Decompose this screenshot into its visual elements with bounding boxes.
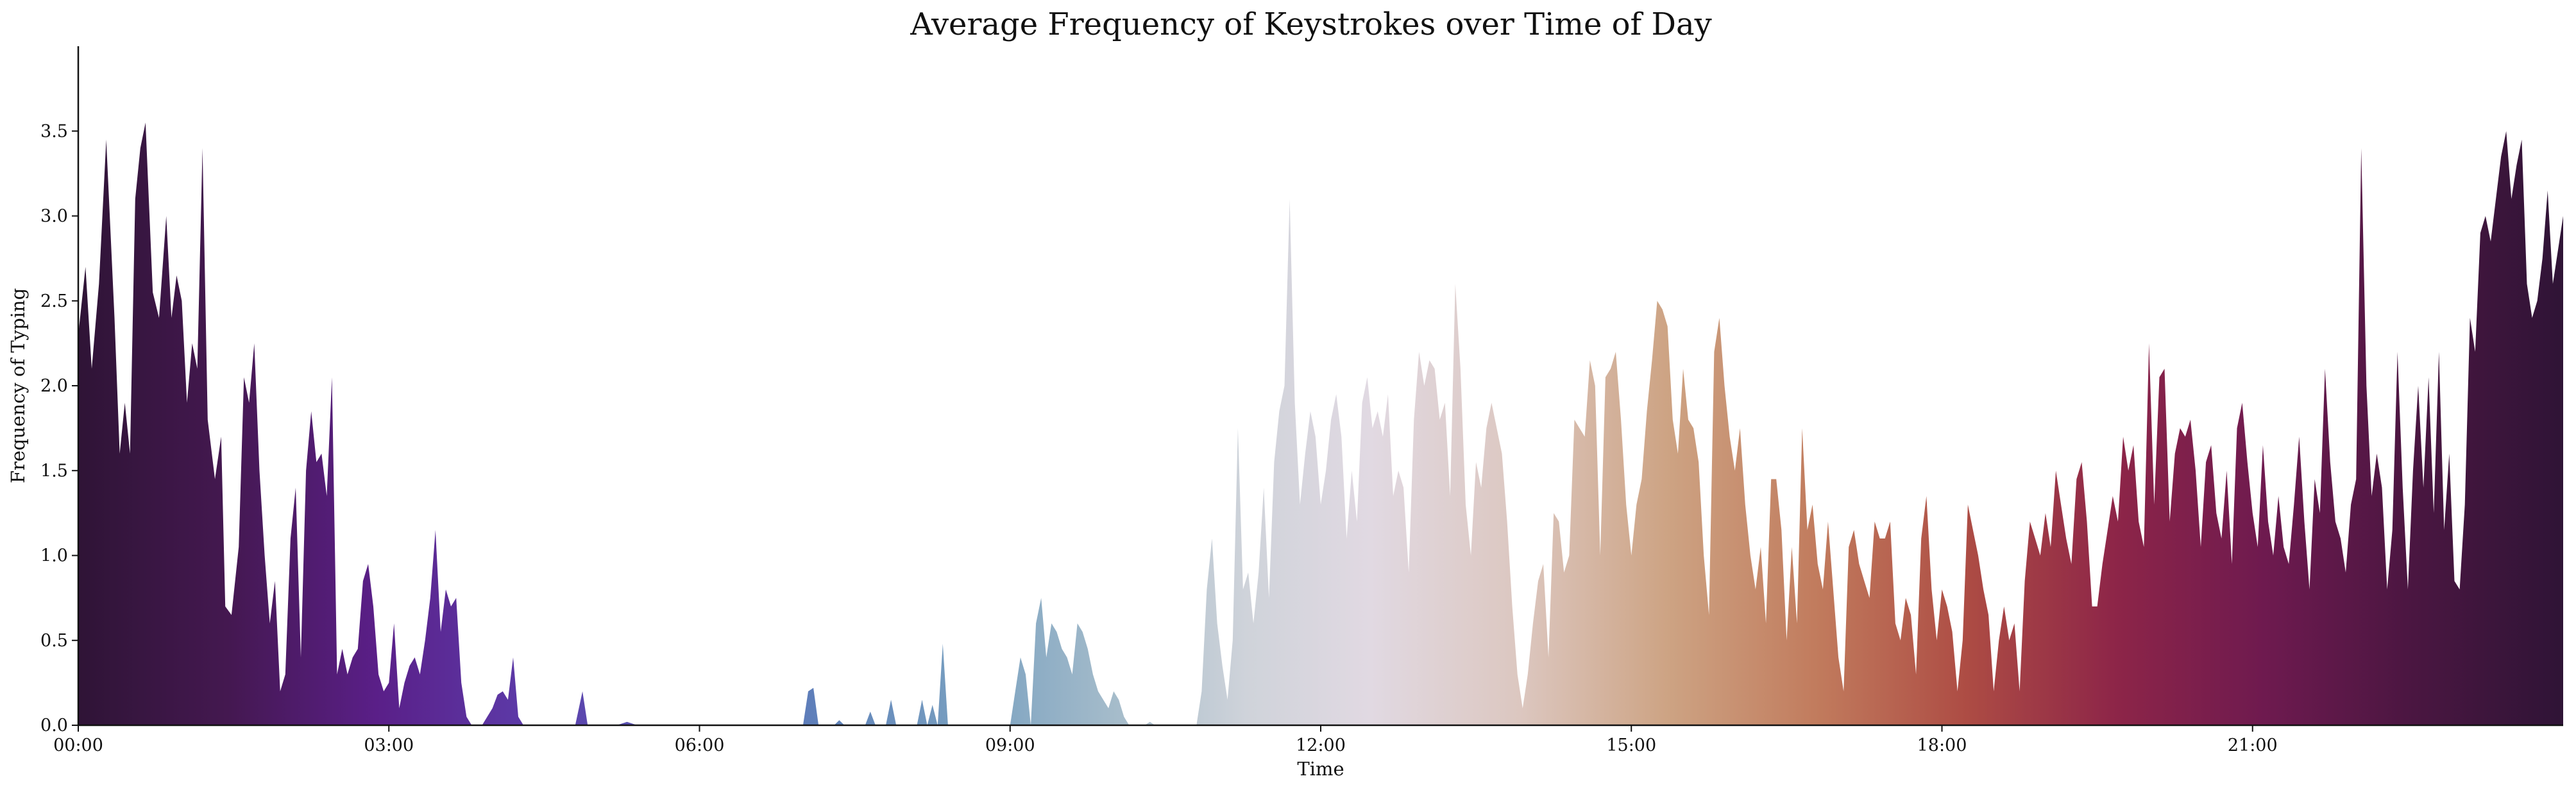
x-tick-label: 18:00 <box>1917 736 1967 755</box>
y-ticks: 0.0 0.5 1.0 1.5 2.0 2.5 3.0 3.5 <box>40 121 78 736</box>
y-tick-label: 3.0 <box>40 207 68 227</box>
x-tick-label: 15:00 <box>1606 736 1656 755</box>
y-tick-label: 1.0 <box>40 546 68 566</box>
y-tick-label: 0.0 <box>40 716 68 736</box>
x-tick-label: 03:00 <box>364 736 414 755</box>
y-tick-label: 2.5 <box>40 291 68 311</box>
area-fill <box>78 123 2563 725</box>
x-tick-label: 06:00 <box>675 736 725 755</box>
x-axis-label: Time <box>1297 758 1344 780</box>
x-tick-label: 21:00 <box>2228 736 2278 755</box>
x-tick-label: 12:00 <box>1296 736 1346 755</box>
y-tick-label: 2.0 <box>40 376 68 396</box>
y-tick-label: 3.5 <box>40 121 68 141</box>
y-axis-label: Frequency of Typing <box>7 288 29 483</box>
x-tick-label: 00:00 <box>53 736 103 755</box>
y-tick-label: 0.5 <box>40 631 68 651</box>
x-ticks: 00:00 03:00 06:00 09:00 12:00 15:00 18:00 21:00 <box>53 725 2278 755</box>
x-tick-label: 09:00 <box>985 736 1035 755</box>
chart-title: Average Frequency of Keystrokes over Tim… <box>910 6 1712 42</box>
y-tick-label: 1.5 <box>40 461 68 481</box>
